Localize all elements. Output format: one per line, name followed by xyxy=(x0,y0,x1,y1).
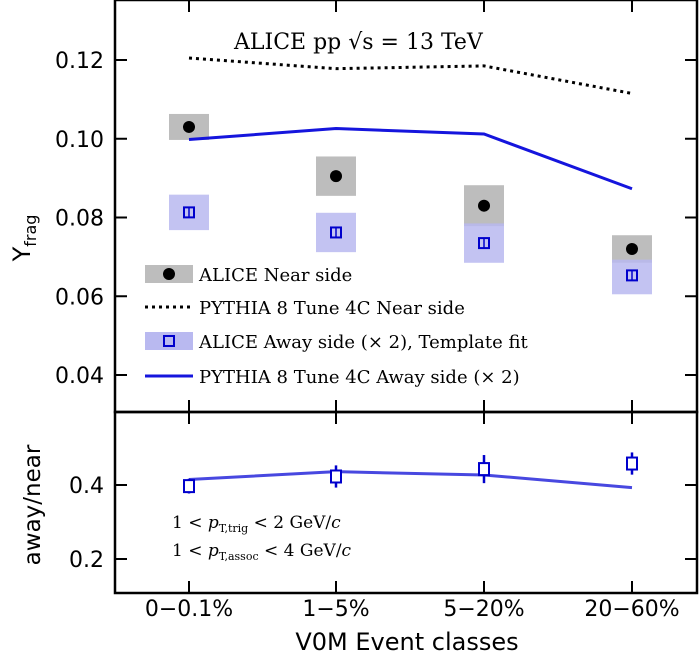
bottom-x-ticks: 0−0.1% 1−5% 5−20% 20−60% xyxy=(145,412,680,622)
legend-pythia-away-label: PYTHIA 8 Tune 4C Away side (× 2) xyxy=(199,367,520,388)
legend-pythia-near-label: PYTHIA 8 Tune 4C Near side xyxy=(199,298,465,319)
ratio-point xyxy=(330,469,342,484)
ratio-point xyxy=(183,479,195,494)
top-x-ticks xyxy=(188,0,633,412)
legend: ALICE Near side PYTHIA 8 Tune 4C Near sid… xyxy=(145,265,529,388)
x-tick-label: 1−5% xyxy=(302,597,369,622)
x-tick-label: 20−60% xyxy=(584,597,679,622)
ratio-point xyxy=(626,456,638,471)
near-side-point xyxy=(330,170,342,183)
bottom-plot-frame xyxy=(113,410,699,595)
top-data-points xyxy=(183,120,638,282)
legend-away-marker xyxy=(163,335,175,347)
bottom-model-lines xyxy=(188,470,633,490)
near-side-point xyxy=(478,199,490,212)
pythia-near-line xyxy=(188,56,633,95)
pythia-away-line xyxy=(188,127,633,191)
top-y-tick-label: 0.10 xyxy=(55,128,104,153)
bottom-y-ticks: 0.2 0.4 xyxy=(69,474,697,573)
top-y-axis-label: Yfrag xyxy=(8,215,40,263)
top-y-tick-label: 0.04 xyxy=(55,364,104,389)
top-panel: 0.04 0.06 0.08 0.10 0.12 ALICE pp √s = 13 Te… xyxy=(8,0,699,414)
bottom-y-tick-label: 0.2 xyxy=(69,548,104,573)
top-y-tick-label: 0.08 xyxy=(55,207,104,232)
annotation-trigger: 1 < pT,trig < 2 GeV/c xyxy=(172,513,341,535)
bottom-data-points xyxy=(183,452,638,494)
near-side-point xyxy=(626,243,638,255)
top-model-lines xyxy=(188,56,633,191)
x-tick-label: 5−20% xyxy=(443,597,524,622)
legend-away-label: ALICE Away side (× 2), Template fit xyxy=(198,332,529,353)
legend-away-box xyxy=(145,332,193,350)
x-axis-label: V0M Event classes xyxy=(295,628,518,656)
x-tick-label: 0−0.1% xyxy=(145,597,233,622)
near-side-point xyxy=(183,120,195,133)
chart-title: ALICE pp √s = 13 TeV xyxy=(233,30,484,55)
legend-near-marker xyxy=(163,268,175,280)
pythia-ratio-line xyxy=(188,470,633,490)
ratio-point xyxy=(478,462,490,477)
top-y-tick-label: 0.12 xyxy=(55,49,104,74)
top-y-ticks: 0.04 0.06 0.08 0.10 0.12 xyxy=(55,49,697,389)
bottom-panel: 0.2 0.4 0−0.1% 1−5% 5−20% 20−60% away/near 1… xyxy=(20,410,699,622)
top-y-tick-label: 0.06 xyxy=(55,285,104,310)
bottom-y-tick-label: 0.4 xyxy=(69,474,104,499)
legend-near-label: ALICE Near side xyxy=(198,265,352,286)
annotation-associate: 1 < pT,assoc < 4 GeV/c xyxy=(172,541,352,563)
bottom-y-axis-label: away/near xyxy=(20,444,46,565)
